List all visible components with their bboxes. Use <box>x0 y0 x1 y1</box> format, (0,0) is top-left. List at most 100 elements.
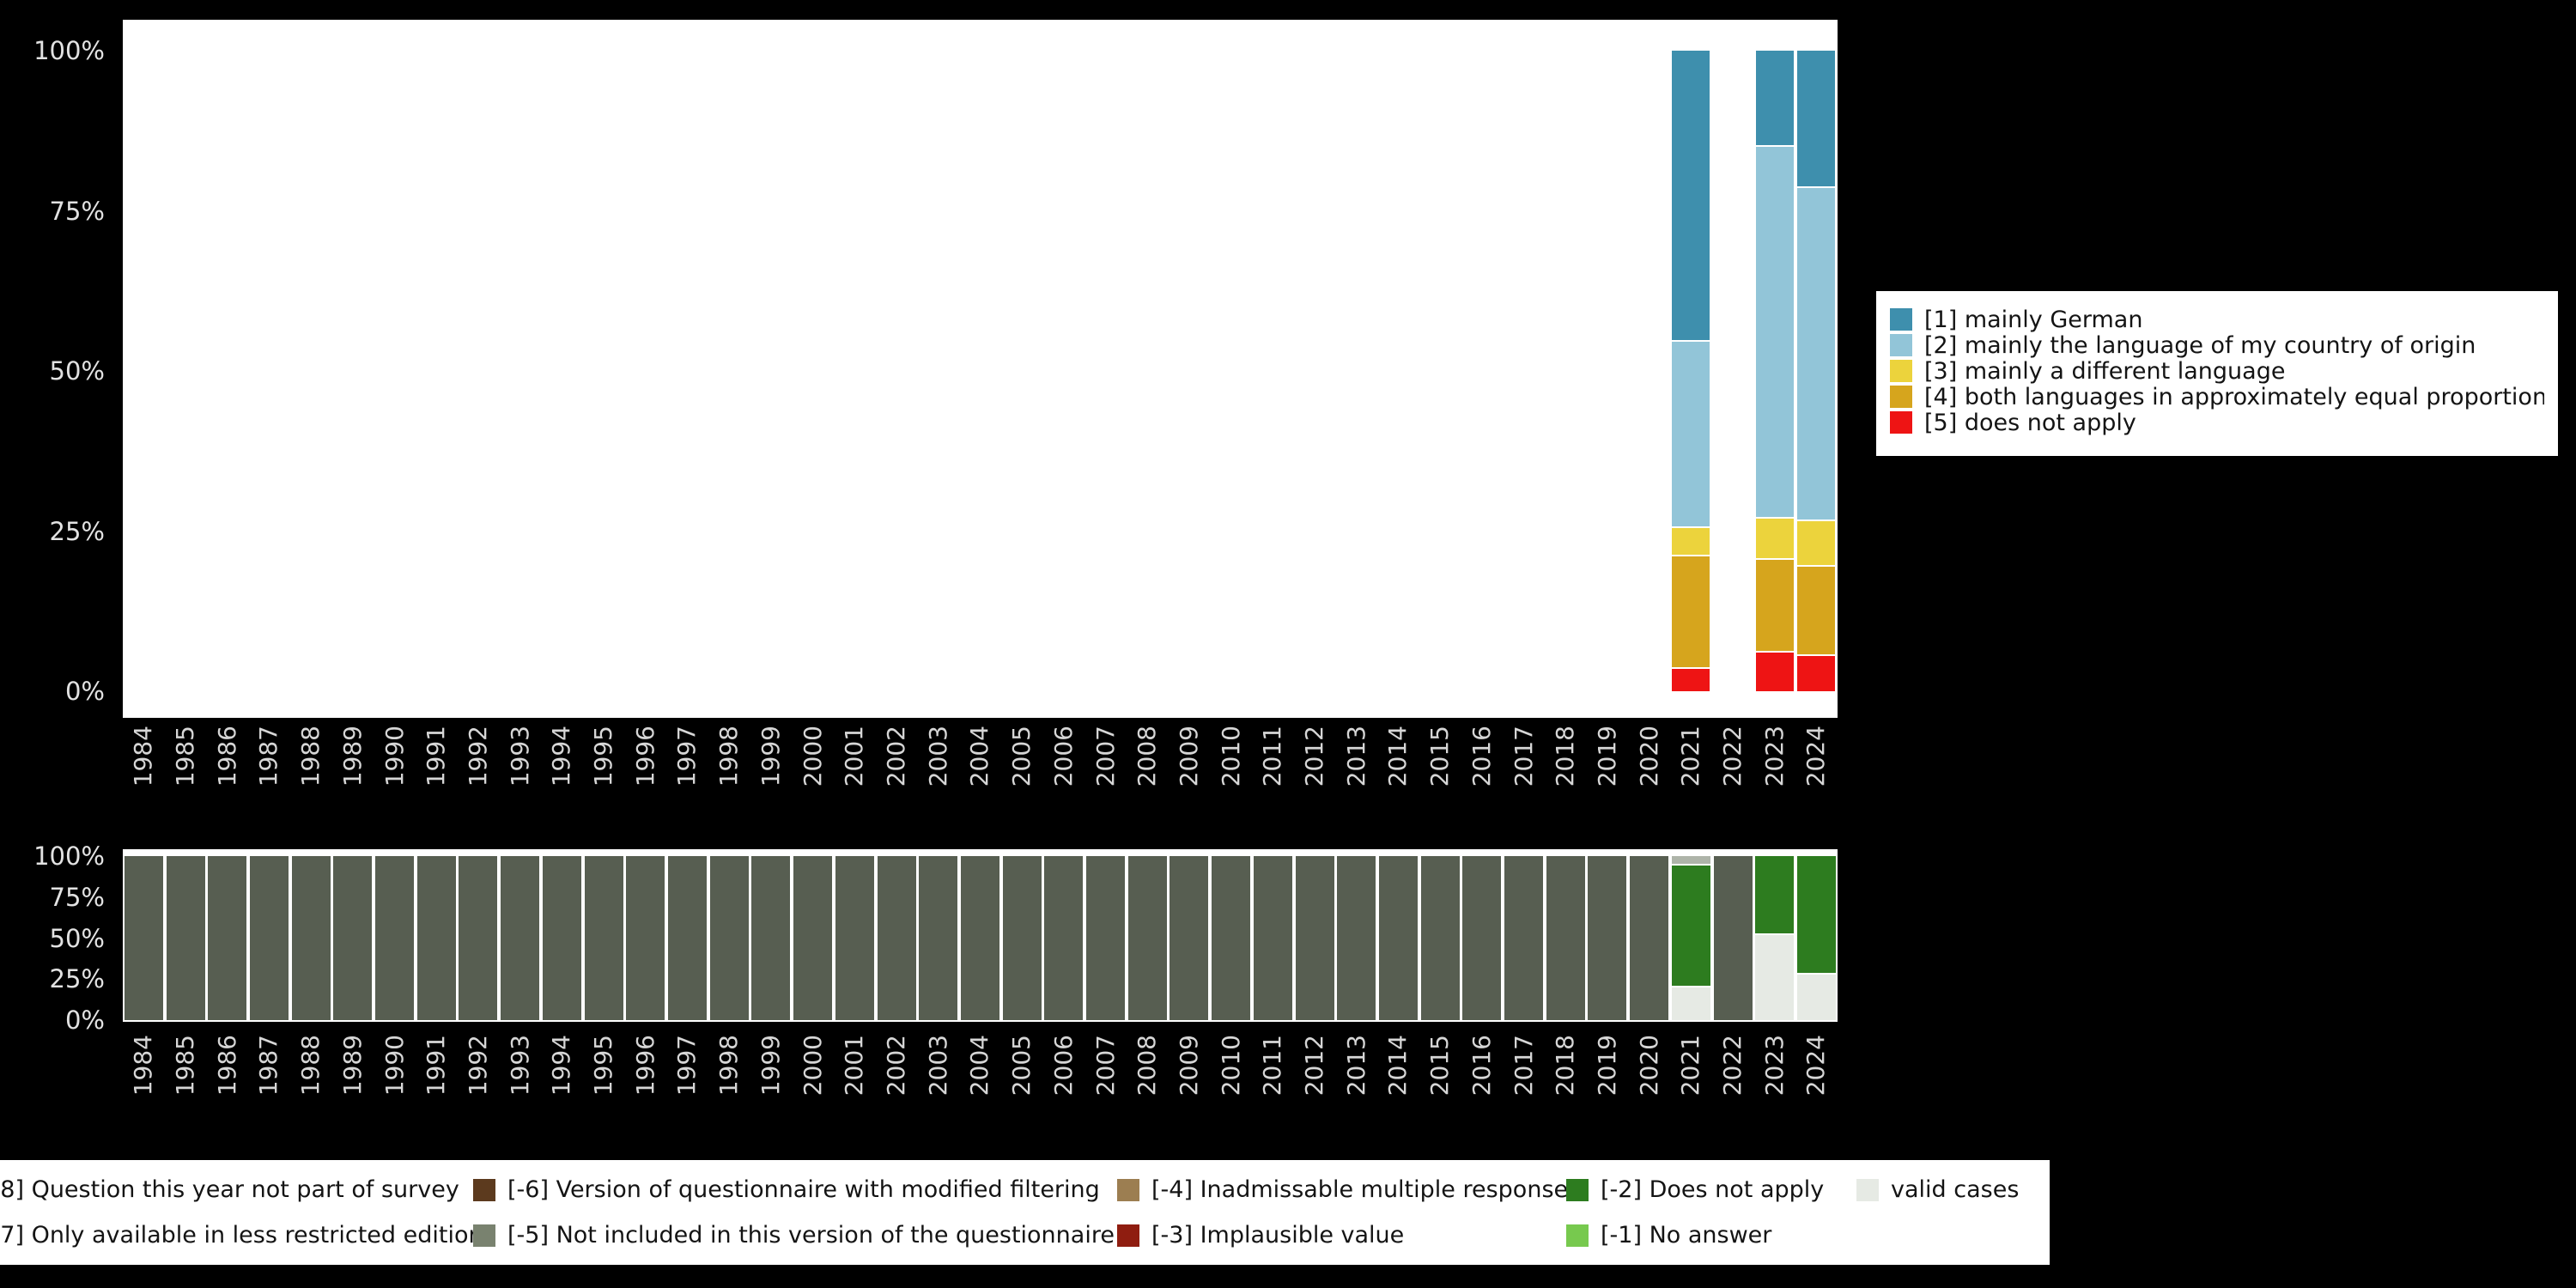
legend-missing-codes: [-8] Question this year not part of surv… <box>0 1160 2050 1265</box>
bar-segment <box>1672 527 1710 557</box>
stacked-bar-1987 <box>249 856 289 1020</box>
x-tick-label: 2015 <box>1425 726 1455 787</box>
x-tick-label: 2017 <box>1509 726 1538 787</box>
bar-segment <box>667 856 707 1020</box>
x-tick-slot: 2022 <box>1712 1035 1754 1138</box>
bar-slot-1990 <box>374 856 416 1020</box>
bar-segment <box>1797 51 1836 189</box>
bar-slot-2020 <box>1628 51 1670 691</box>
x-tick-slot: 1988 <box>290 1035 332 1138</box>
x-tick-slot: 2005 <box>1001 726 1043 829</box>
stacked-bar-2004 <box>960 856 999 1020</box>
x-tick-label: 1996 <box>630 726 659 787</box>
x-tick-label: 1990 <box>380 1035 409 1097</box>
stacked-bar-1985 <box>166 856 205 1020</box>
x-tick-slot: 1997 <box>666 726 708 829</box>
x-tick-label: 1996 <box>630 1035 659 1097</box>
legend-item: [-4] Inadmissable multiple response <box>1117 1167 1568 1212</box>
bar-slot-1991 <box>416 856 458 1020</box>
x-tick-slot: 1990 <box>374 1035 416 1138</box>
x-tick-slot: 2004 <box>959 1035 1001 1138</box>
bar-slot-2017 <box>1503 856 1545 1020</box>
x-tick-label: 1986 <box>212 726 241 787</box>
stacked-bar-2014 <box>1378 856 1418 1020</box>
bar-segment <box>166 856 205 1020</box>
x-tick-slot: 2021 <box>1670 1035 1712 1138</box>
x-tick-label: 2009 <box>1174 1035 1203 1097</box>
bars-layer-bottom <box>123 856 1838 1020</box>
x-tick-slot: 2000 <box>792 726 834 829</box>
x-tick-label: 2004 <box>965 726 994 787</box>
bar-segment <box>1797 655 1836 691</box>
bar-slot-2004 <box>959 51 1001 691</box>
bar-segment <box>542 856 581 1020</box>
legend-item: [-3] Implausible value <box>1117 1212 1404 1258</box>
x-tick-label: 2020 <box>1634 1035 1663 1097</box>
bar-segment <box>124 856 163 1020</box>
x-tick-slot: 2023 <box>1753 1035 1795 1138</box>
x-tick-slot: 2000 <box>792 1035 834 1138</box>
y-tick-label: 100% <box>33 841 105 871</box>
x-tick-label: 2000 <box>798 726 827 787</box>
legend-label: [-7] Only available in less restricted e… <box>0 1222 483 1249</box>
x-tick-label: 2003 <box>923 726 952 787</box>
x-tick-slot: 1985 <box>165 726 207 829</box>
x-tick-slot: 2008 <box>1127 726 1169 829</box>
stacked-bar-2003 <box>919 856 958 1020</box>
x-tick-slot: 1992 <box>458 726 500 829</box>
x-tick-slot: 1991 <box>416 1035 458 1138</box>
bar-slot-2022 <box>1712 856 1754 1020</box>
bar-segment <box>793 856 833 1020</box>
x-tick-label: 2016 <box>1467 1035 1496 1097</box>
x-tick-slot: 1999 <box>750 726 793 829</box>
x-tick-slot: 1989 <box>332 1035 374 1138</box>
y-tick-label: 50% <box>49 923 105 953</box>
stacked-bar-2005 <box>1002 856 1042 1020</box>
legend-item: [4] both languages in approximately equa… <box>1890 384 2544 410</box>
bar-slot-2012 <box>1294 856 1336 1020</box>
x-tick-slot: 1990 <box>374 726 416 829</box>
x-tick-label: 2013 <box>1341 1035 1370 1097</box>
bar-segment <box>1672 556 1710 669</box>
x-tick-label: 1997 <box>672 726 702 787</box>
bar-segment <box>1044 856 1084 1020</box>
bar-segment <box>501 856 540 1020</box>
legend-swatch-icon <box>1890 411 1912 434</box>
bar-slot-2017 <box>1503 51 1545 691</box>
stacked-bar-2020 <box>1630 856 1669 1020</box>
y-tick-label: 25% <box>49 964 105 994</box>
x-tick-slot: 2024 <box>1795 726 1838 829</box>
bar-slot-1985 <box>165 51 207 691</box>
bar-segment <box>1127 856 1167 1020</box>
bar-slot-1992 <box>458 51 500 691</box>
x-tick-slot: 2020 <box>1628 1035 1670 1138</box>
bar-segment <box>1755 560 1794 653</box>
bar-slot-2015 <box>1419 51 1461 691</box>
x-tick-slot: 1986 <box>206 1035 248 1138</box>
y-axis-bottom: 100% 75% 50% 25% 0% <box>0 0 113 1288</box>
x-tick-slot: 2022 <box>1712 726 1754 829</box>
bar-segment <box>1630 856 1669 1020</box>
bar-slot-2019 <box>1587 51 1629 691</box>
bar-segment <box>1170 856 1209 1020</box>
x-tick-slot: 2017 <box>1503 726 1545 829</box>
x-tick-label: 2018 <box>1551 1035 1580 1097</box>
bar-segment <box>877 856 916 1020</box>
x-tick-slot: 1995 <box>583 1035 625 1138</box>
bar-slot-2000 <box>792 856 834 1020</box>
bar-slot-2008 <box>1127 51 1169 691</box>
bar-slot-2021 <box>1670 856 1712 1020</box>
bar-slot-2020 <box>1628 856 1670 1020</box>
bar-slot-1999 <box>750 51 793 691</box>
bar-segment <box>709 856 749 1020</box>
x-tick-label: 1994 <box>547 726 576 787</box>
bar-slot-1995 <box>583 856 625 1020</box>
bar-segment <box>626 856 665 1020</box>
x-tick-slot: 1985 <box>165 1035 207 1138</box>
x-tick-label: 1987 <box>254 726 283 787</box>
bar-slot-2023 <box>1753 856 1795 1020</box>
stacked-bar-2008 <box>1127 856 1167 1020</box>
x-tick-slot: 2019 <box>1587 1035 1629 1138</box>
legend-item: valid cases <box>1856 1167 2019 1212</box>
bar-segment <box>1797 566 1836 656</box>
